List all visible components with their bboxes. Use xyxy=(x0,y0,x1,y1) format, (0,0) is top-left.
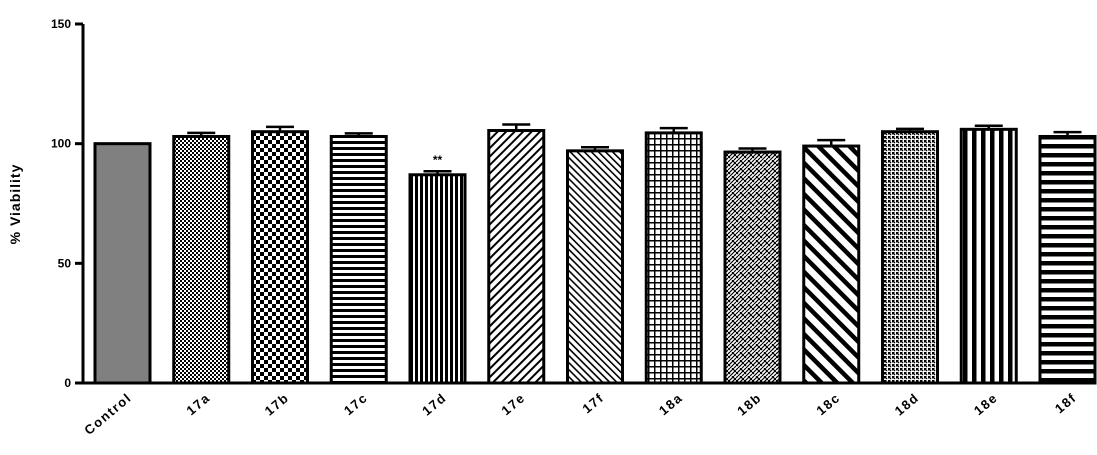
x-tick-label-17c: 17c xyxy=(341,390,371,418)
bar-18c xyxy=(802,144,861,385)
x-tick-label-18b: 18b xyxy=(734,390,764,419)
bar-control xyxy=(93,142,152,385)
y-tick-label-50: 50 xyxy=(58,256,72,270)
x-tick-label-18d: 18d xyxy=(892,390,922,419)
x-tick-label-18c: 18c xyxy=(813,390,843,418)
y-tick-label-100: 100 xyxy=(51,137,71,151)
y-tick-label-150: 150 xyxy=(51,17,71,31)
x-tick-label-17d: 17d xyxy=(419,390,449,419)
x-tick-label-17b: 17b xyxy=(262,390,292,419)
bar-18d xyxy=(881,130,939,385)
x-tick-label-17e: 17e xyxy=(498,390,528,418)
bar-17b xyxy=(251,130,309,385)
bar-17c xyxy=(329,134,388,385)
bars-layer xyxy=(93,123,1097,385)
x-tick-label-control: Control xyxy=(81,390,134,438)
bar-17e xyxy=(487,129,546,385)
bar-17d xyxy=(408,173,467,385)
x-tick-label-17f: 17f xyxy=(579,390,606,416)
axes-layer xyxy=(75,22,1077,385)
x-tick-label-17a: 17a xyxy=(183,390,213,418)
bar-17a xyxy=(172,134,231,385)
bar-18e xyxy=(959,127,1018,385)
y-tick-label-0: 0 xyxy=(64,376,71,390)
bar-18b xyxy=(723,150,782,385)
significance-mark-17d: ** xyxy=(433,153,443,167)
bar-17f xyxy=(566,149,624,385)
y-axis-title: % Viability xyxy=(7,164,23,245)
bar-18a xyxy=(644,131,703,385)
x-tick-label-18a: 18a xyxy=(656,390,686,418)
x-tick-label-18e: 18e xyxy=(971,390,1001,418)
bar-18f xyxy=(1038,134,1097,385)
x-tick-label-18f: 18f xyxy=(1052,390,1079,416)
